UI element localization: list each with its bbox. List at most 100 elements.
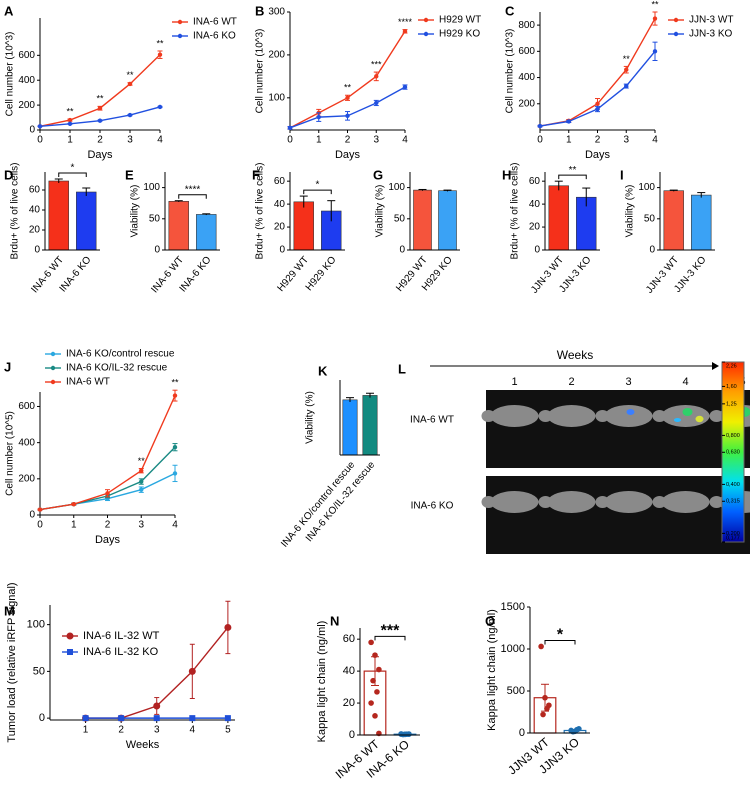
panel-letter: B <box>255 3 264 18</box>
bar <box>413 189 432 251</box>
legend-label: H929 WT <box>439 15 481 26</box>
mouse <box>661 491 710 513</box>
legend-label: INA-6 WT <box>66 377 110 388</box>
point <box>139 479 144 484</box>
bar <box>48 180 69 251</box>
x-tick-label: 3 <box>127 135 133 146</box>
data-point <box>368 639 374 646</box>
significance-bracket <box>303 189 332 195</box>
point <box>402 29 408 34</box>
point <box>153 715 160 722</box>
legend-marker <box>177 19 183 25</box>
legend-marker <box>423 31 429 37</box>
x-tick-label: 3 <box>138 520 144 531</box>
x-tick-label: 1 <box>316 135 322 146</box>
mouse <box>490 405 539 427</box>
point <box>345 95 350 101</box>
bar <box>76 191 97 251</box>
significance-label: ** <box>66 106 74 116</box>
legend-marker <box>673 31 679 37</box>
y-tick-label: 0 <box>34 245 40 256</box>
x-tick-label: 3 <box>373 135 379 146</box>
y-tick-label: 20 <box>343 697 355 709</box>
mouse-head <box>709 410 724 422</box>
y-axis-label: Brdu+ (% of live cells) <box>10 163 21 260</box>
week-label: 4 <box>682 376 688 388</box>
colorbar-label: 2,26 <box>726 363 737 369</box>
significance-label: ** <box>96 94 104 104</box>
y-axis-label: Viability (%) <box>305 391 316 444</box>
y-tick-label: 600 <box>18 50 35 61</box>
weeks-arrowhead <box>712 362 719 370</box>
legend-label: INA-6 WT <box>193 17 237 28</box>
y-tick-label: 100 <box>143 182 160 193</box>
colorbar-label: 0,630 <box>726 450 740 456</box>
legend-marker <box>67 649 73 655</box>
bar <box>168 201 189 251</box>
legend-label: INA-6 KO/control rescue <box>66 349 175 360</box>
mouse <box>490 491 539 513</box>
y-tick-label: 60 <box>529 176 541 187</box>
x-tick-label: 3 <box>154 725 160 736</box>
point <box>153 702 161 710</box>
legend-marker <box>423 17 429 23</box>
point <box>595 106 600 112</box>
y-axis-label: Viability (%) <box>375 185 386 238</box>
y-tick-label: 500 <box>507 685 525 697</box>
y-tick-label: 0 <box>399 245 405 256</box>
colorbar-label: 0,400 <box>726 482 740 488</box>
point <box>402 84 408 90</box>
data-point <box>538 643 544 650</box>
colorbar-label: 0,200 <box>726 531 740 537</box>
colorbar-label: 0,177 <box>726 535 740 541</box>
y-tick-label: 0 <box>519 727 525 739</box>
x-tick-label: 4 <box>172 520 178 531</box>
y-axis-label: Kappa light chain (ng/ml) <box>316 621 328 743</box>
x-tick-label: 0 <box>37 520 43 531</box>
significance-bracket <box>178 194 207 199</box>
y-axis-label: Cell number (10^3) <box>255 29 266 114</box>
legend-label: H929 KO <box>439 29 480 40</box>
y-tick-label: 1500 <box>501 601 525 613</box>
data-point <box>374 689 380 695</box>
panel-letter: F <box>252 167 260 182</box>
y-tick-label: 40 <box>29 205 41 216</box>
y-tick-label: 400 <box>518 72 535 83</box>
mouse-head <box>652 410 667 422</box>
panel-letter: A <box>4 3 14 18</box>
y-tick-label: 40 <box>274 199 286 210</box>
series-line <box>39 54 161 127</box>
data-point <box>574 726 580 733</box>
point <box>118 715 125 722</box>
x-axis-label: Days <box>95 534 121 546</box>
x-axis-label: Days <box>335 149 361 161</box>
y-tick-label: 1000 <box>501 643 525 655</box>
point <box>624 67 629 72</box>
significance-label: ** <box>623 54 631 64</box>
x-tick-label: 5 <box>225 725 231 736</box>
significance-label: **** <box>185 184 201 195</box>
bar <box>342 399 358 456</box>
point <box>82 715 89 722</box>
significance-label: ** <box>171 378 179 388</box>
y-tick-label: 200 <box>18 473 35 484</box>
signal <box>626 409 635 415</box>
x-tick-label: 2 <box>345 135 351 146</box>
point <box>71 501 76 507</box>
bar <box>293 201 314 251</box>
y-tick-label: 600 <box>518 46 535 57</box>
legend-label: INA-6 KO <box>193 31 236 42</box>
row-label: INA-6 KO <box>411 501 454 512</box>
data-point <box>372 713 378 719</box>
y-tick-label: 600 <box>18 401 35 412</box>
y-tick-label: 200 <box>18 100 35 111</box>
x-tick-label: 4 <box>652 135 658 146</box>
colorbar-label: 1,60 <box>726 384 737 390</box>
mouse-head <box>481 496 496 508</box>
y-tick-label: 400 <box>18 75 35 86</box>
mouse-head <box>595 410 610 422</box>
significance-bracket <box>374 635 406 641</box>
data-point <box>368 700 374 706</box>
